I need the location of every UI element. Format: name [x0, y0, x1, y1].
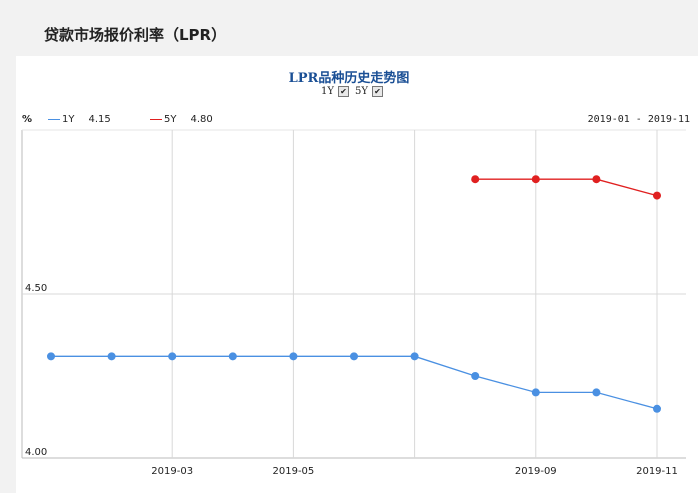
toggle-5y[interactable]: 5Y ✔ [354, 85, 383, 97]
header: 贷款市场报价利率（LPR） [0, 0, 698, 55]
x-tick-label: 2019-05 [273, 466, 315, 477]
x-tick-label: 2019-03 [151, 466, 193, 477]
data-point-1y [47, 352, 55, 361]
data-point-5y [471, 175, 480, 184]
data-point-1y [410, 352, 419, 361]
data-point-1y [531, 388, 540, 397]
unit-label: % [22, 114, 33, 125]
toggle-1y-label: 1Y [321, 85, 334, 97]
x-tick-label: 2019-11 [636, 466, 678, 477]
data-point-1y [350, 352, 358, 361]
legend-item-1y: 1Y 4.15 [48, 114, 111, 125]
data-point-1y [471, 372, 480, 380]
legend-name-1y: 1Y [62, 114, 75, 125]
y-tick-label: 4.00 [25, 447, 47, 458]
data-point-1y [107, 352, 116, 361]
checkbox-1y[interactable]: ✔ [337, 85, 349, 97]
data-point-5y [592, 175, 601, 184]
toggle-1y[interactable]: 1Y ✔ [321, 85, 349, 97]
legend-item-5y: 5Y 4.80 [150, 114, 213, 125]
data-point-1y [592, 388, 601, 397]
data-point-5y [531, 175, 540, 184]
legend-value-5y: 4.80 [190, 114, 213, 125]
checkbox-5y[interactable]: ✔ [371, 85, 383, 97]
legend-swatch-5y [150, 119, 162, 120]
data-point-1y [653, 404, 661, 413]
series-line-1y [51, 355, 658, 410]
x-tick-label: 2019-09 [515, 466, 557, 477]
chart-title: LPR品种历史走势图 [288, 71, 410, 86]
legend-swatch-1y [48, 119, 60, 120]
legend-name-5y: 5Y [164, 114, 177, 125]
data-point-5y [653, 191, 661, 200]
legend-row: % 1Y 4.15 5Y 4.80 2019-01 - 2019-11 [22, 114, 690, 128]
y-tick-label: 4.50 [25, 283, 47, 294]
legend-value-1y: 4.15 [88, 114, 111, 125]
series-line-5y [475, 178, 658, 197]
date-range-label: 2019-01 - 2019-11 [587, 114, 690, 125]
data-point-1y [228, 352, 237, 361]
toggle-5y-label: 5Y [354, 85, 368, 97]
series-toggles: 1Y ✔ 5Y ✔ [321, 84, 389, 98]
page-title: 贷款市场报价利率（LPR） [44, 26, 227, 44]
data-point-1y [168, 352, 177, 361]
data-point-1y [289, 352, 298, 361]
chart-panel [16, 56, 698, 493]
